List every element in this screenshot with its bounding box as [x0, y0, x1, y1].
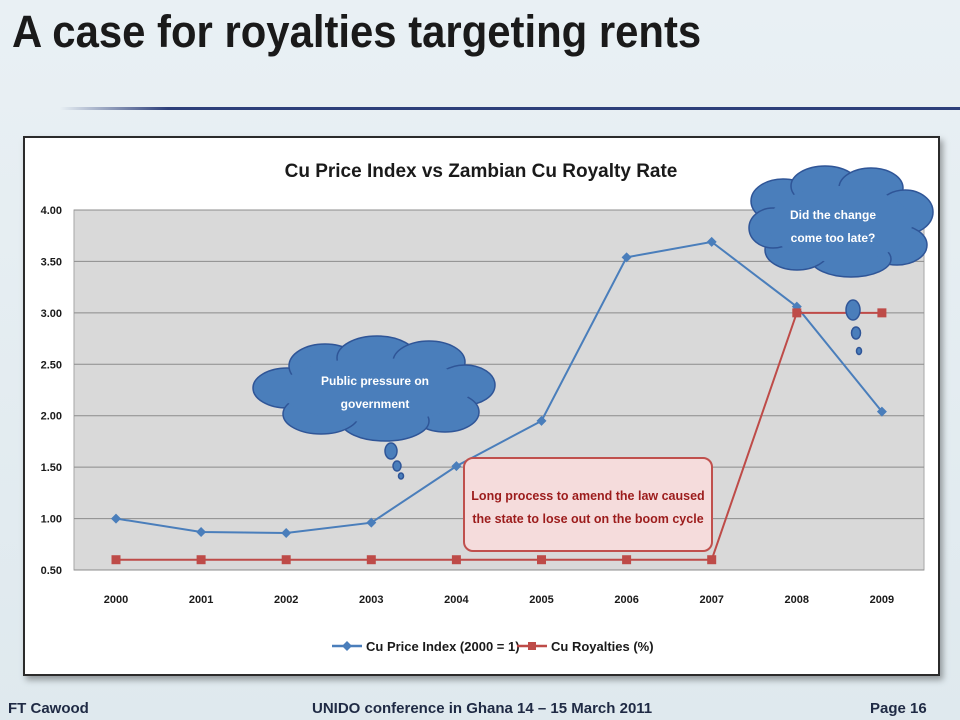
series-line-price-index — [115, 240, 883, 534]
legend: Cu Price Index (2000 = 1) Cu Royalties (… — [332, 639, 654, 654]
y-tick-label: 0.50 — [41, 565, 62, 577]
chart-title: Cu Price Index vs Zambian Cu Royalty Rat… — [285, 161, 678, 182]
price-index-point — [111, 513, 121, 524]
price-index-point — [876, 406, 887, 417]
royalty-point — [877, 308, 887, 318]
x-tick-label: 2005 — [529, 594, 553, 606]
footer-event: UNIDO conference in Ghana 14 – 15 March … — [312, 700, 653, 717]
series-layer — [111, 236, 887, 565]
price-index-point — [196, 526, 207, 537]
series-line-royalty — [116, 311, 882, 561]
legend-price-label: Cu Price Index (2000 = 1) — [366, 639, 520, 654]
legend-royalty-label: Cu Royalties (%) — [551, 639, 654, 654]
x-tick-label: 2003 — [359, 594, 383, 606]
cloud-left-line-1: Public pressure on — [321, 374, 429, 388]
callout-line-1: Long process to amend the law caused — [471, 489, 704, 503]
x-tick-label: 2001 — [189, 594, 213, 606]
x-tick-label: 2007 — [699, 594, 723, 606]
royalty-point — [366, 555, 376, 565]
x-tick-label: 2000 — [104, 594, 128, 606]
y-tick-label: 1.50 — [41, 462, 62, 474]
x-axis-ticks: 2000 2001 2002 2003 2004 2005 2006 2007 2008 2009 — [104, 594, 894, 606]
footer-author: FT Cawood — [8, 700, 89, 717]
royalty-point — [792, 308, 802, 318]
cloud-right-line-1: Did the change — [790, 208, 876, 222]
cloud-right-line-2: come too late? — [791, 231, 876, 245]
royalty-point — [622, 555, 632, 565]
legend-price-marker — [342, 641, 352, 651]
royalty-point — [281, 555, 291, 565]
price-index-point — [366, 517, 377, 528]
royalty-point — [707, 555, 717, 565]
x-tick-label: 2008 — [785, 594, 809, 606]
price-index-point — [451, 461, 462, 472]
callout-long-process: Long process to amend the law caused the… — [463, 457, 713, 552]
x-tick-label: 2002 — [274, 594, 298, 606]
royalty-point — [537, 555, 546, 565]
thought-cloud-public-pressure: Public pressure on government — [252, 335, 496, 480]
royalty-point — [111, 555, 121, 565]
y-tick-label: 4.00 — [41, 205, 62, 217]
footer-page-number: Page 16 — [870, 700, 927, 717]
y-axis-ticks: 4.00 3.50 3.00 2.50 2.00 1.50 1.00 0.50 — [41, 205, 62, 577]
y-tick-label: 1.00 — [41, 514, 62, 526]
x-tick-label: 2004 — [444, 594, 469, 606]
cloud-left-line-2: government — [341, 397, 410, 411]
price-index-point — [706, 236, 717, 247]
chart: Cu Price Index vs Zambian Cu Royalty Rat… — [41, 161, 934, 654]
y-tick-label: 3.50 — [41, 256, 62, 268]
thought-cloud-too-late: Did the change come too late? — [748, 165, 934, 356]
price-index-point — [536, 415, 547, 426]
price-index-point — [791, 301, 802, 312]
x-tick-label: 2006 — [614, 594, 638, 606]
callout-line-2: the state to lose out on the boom cycle — [472, 512, 703, 526]
price-index-point — [621, 252, 632, 263]
x-tick-label: 2009 — [870, 594, 894, 606]
title-divider — [60, 107, 960, 110]
y-tick-label: 2.50 — [41, 359, 62, 371]
legend-royalty-marker — [528, 642, 536, 650]
slide-title: A case for royalties targeting rents — [12, 6, 702, 57]
y-tick-label: 2.00 — [41, 411, 62, 423]
y-tick-label: 3.00 — [41, 308, 62, 320]
royalty-point — [451, 555, 461, 565]
price-index-point — [281, 527, 292, 538]
chart-frame: Cu Price Index vs Zambian Cu Royalty Rat… — [23, 136, 940, 676]
royalty-point — [196, 555, 206, 565]
